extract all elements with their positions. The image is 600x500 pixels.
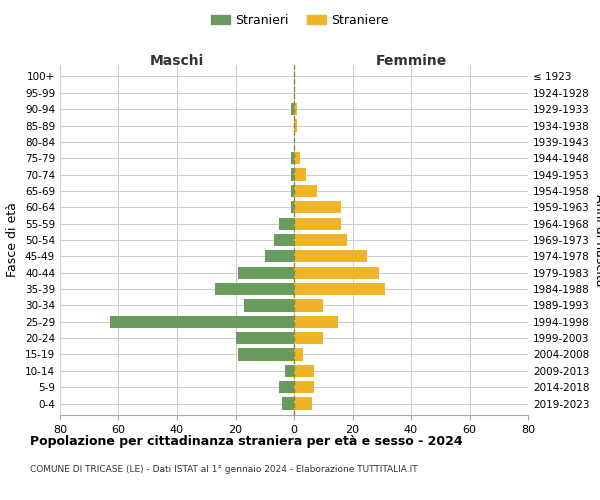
- Text: Femmine: Femmine: [376, 54, 446, 68]
- Y-axis label: Anni di nascita: Anni di nascita: [593, 194, 600, 286]
- Bar: [294, 398, 311, 409]
- Bar: [294, 218, 341, 230]
- Bar: [274, 234, 294, 246]
- Bar: [238, 348, 294, 360]
- Text: COMUNE DI TRICASE (LE) - Dati ISTAT al 1° gennaio 2024 - Elaborazione TUTTITALIA: COMUNE DI TRICASE (LE) - Dati ISTAT al 1…: [30, 465, 418, 474]
- Bar: [291, 168, 294, 180]
- Bar: [294, 266, 379, 279]
- Bar: [291, 152, 294, 164]
- Bar: [294, 250, 367, 262]
- Bar: [244, 300, 294, 312]
- Bar: [291, 185, 294, 197]
- Bar: [110, 316, 294, 328]
- Bar: [280, 381, 294, 394]
- Bar: [238, 266, 294, 279]
- Text: Maschi: Maschi: [150, 54, 204, 68]
- Bar: [280, 218, 294, 230]
- Bar: [294, 348, 303, 360]
- Bar: [291, 201, 294, 213]
- Bar: [283, 398, 294, 409]
- Legend: Stranieri, Straniere: Stranieri, Straniere: [206, 8, 394, 32]
- Bar: [294, 168, 306, 180]
- Bar: [294, 332, 323, 344]
- Bar: [294, 300, 323, 312]
- Bar: [294, 185, 317, 197]
- Bar: [294, 364, 314, 377]
- Bar: [235, 332, 294, 344]
- Bar: [294, 234, 347, 246]
- Bar: [294, 152, 300, 164]
- Bar: [291, 103, 294, 116]
- Bar: [285, 364, 294, 377]
- Bar: [294, 283, 385, 295]
- Bar: [294, 316, 338, 328]
- Bar: [265, 250, 294, 262]
- Bar: [294, 103, 297, 116]
- Bar: [294, 120, 297, 132]
- Bar: [294, 381, 314, 394]
- Bar: [294, 201, 341, 213]
- Text: Popolazione per cittadinanza straniera per età e sesso - 2024: Popolazione per cittadinanza straniera p…: [30, 435, 463, 448]
- Bar: [215, 283, 294, 295]
- Y-axis label: Fasce di età: Fasce di età: [7, 202, 19, 278]
